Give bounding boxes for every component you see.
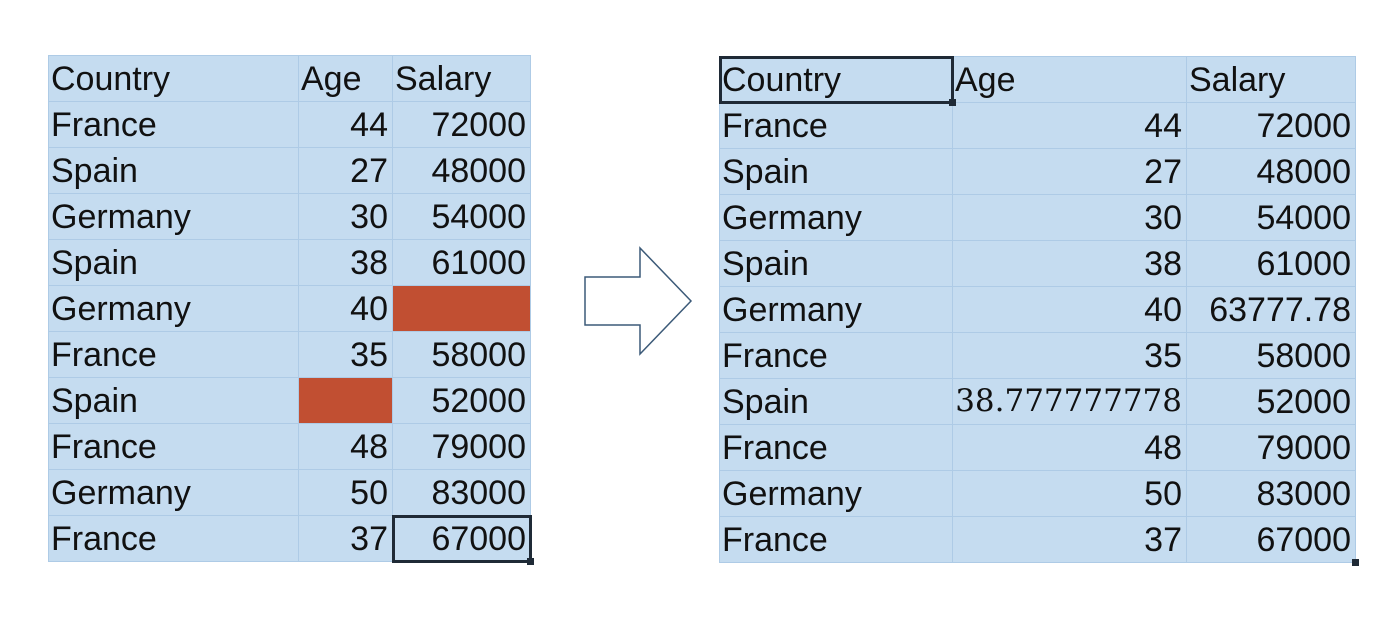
country-cell[interactable]: Germany — [48, 193, 299, 240]
right-table-imputed-values: Country Age Salary France 44 72000 Spain 27 4800… — [718, 55, 1360, 567]
table-row: Spain 52000 — [48, 377, 531, 424]
country-cell[interactable]: France — [48, 515, 299, 562]
table-row: Germany 30 54000 — [48, 193, 531, 240]
table-row: Spain 38 61000 — [48, 239, 531, 286]
salary-cell[interactable]: 52000 — [1186, 378, 1356, 425]
table-row: France 35 58000 — [48, 331, 531, 378]
table-row: France 48 79000 — [48, 423, 531, 470]
salary-cell[interactable]: 61000 — [392, 239, 531, 286]
age-cell[interactable]: 40 — [298, 285, 393, 332]
table-row: Germany 40 — [48, 285, 531, 332]
age-cell[interactable]: 27 — [298, 147, 393, 194]
country-cell[interactable]: France — [48, 423, 299, 470]
country-cell[interactable]: Spain — [719, 148, 953, 195]
header-cell-age[interactable]: Age — [952, 56, 1187, 103]
age-cell[interactable]: 44 — [298, 101, 393, 148]
salary-cell[interactable]: 63777.78 — [1186, 286, 1356, 333]
table-row: Spain 38 61000 — [719, 240, 1356, 287]
table-row: France 37 67000 — [48, 514, 535, 566]
country-cell[interactable]: France — [719, 102, 953, 149]
table-row: France 44 72000 — [719, 102, 1356, 149]
country-cell[interactable]: France — [719, 424, 953, 471]
country-cell[interactable]: Germany — [719, 286, 953, 333]
table-row: France 48 79000 — [719, 424, 1356, 471]
header-cell-age[interactable]: Age — [298, 55, 393, 102]
header-cell-country[interactable]: Country — [718, 55, 957, 107]
age-cell[interactable]: 30 — [952, 194, 1187, 241]
age-cell[interactable]: 38 — [298, 239, 393, 286]
age-cell[interactable]: 35 — [952, 332, 1187, 379]
country-cell[interactable]: Germany — [48, 469, 299, 516]
age-cell[interactable]: 38.777777778 — [952, 378, 1187, 425]
age-cell[interactable]: 35 — [298, 331, 393, 378]
age-cell[interactable]: 37 — [298, 515, 393, 562]
table-row: Spain 38.777777778 52000 — [719, 378, 1356, 425]
table-row: Germany 30 54000 — [719, 194, 1356, 241]
country-cell[interactable]: Spain — [48, 377, 299, 424]
age-cell[interactable]: 30 — [298, 193, 393, 240]
salary-cell[interactable]: 58000 — [392, 331, 531, 378]
country-cell[interactable]: Spain — [48, 239, 299, 286]
age-cell[interactable]: 37 — [952, 516, 1187, 563]
header-cell-salary[interactable]: Salary — [392, 55, 531, 102]
header-cell-country[interactable]: Country — [48, 55, 299, 102]
age-cell[interactable]: 44 — [952, 102, 1187, 149]
salary-cell[interactable]: 79000 — [392, 423, 531, 470]
header-row: Country Age Salary — [718, 55, 1356, 107]
salary-cell[interactable]: 58000 — [1186, 332, 1356, 379]
age-cell[interactable]: 48 — [298, 423, 393, 470]
salary-cell[interactable]: 72000 — [1186, 102, 1356, 149]
missing-salary-cell[interactable] — [392, 285, 531, 332]
salary-cell[interactable]: 52000 — [392, 377, 531, 424]
salary-cell[interactable]: 61000 — [1186, 240, 1356, 287]
country-cell[interactable]: France — [719, 332, 953, 379]
salary-cell[interactable]: 54000 — [392, 193, 531, 240]
table-row: Germany 50 83000 — [48, 469, 531, 516]
salary-cell[interactable]: 48000 — [1186, 148, 1356, 195]
table-row: France 37 67000 — [719, 516, 1360, 567]
table-row: Spain 27 48000 — [48, 147, 531, 194]
country-cell[interactable]: Germany — [48, 285, 299, 332]
age-cell[interactable]: 50 — [298, 469, 393, 516]
age-cell[interactable]: 40 — [952, 286, 1187, 333]
salary-cell[interactable]: 67000 — [1186, 516, 1360, 567]
age-cell[interactable]: 48 — [952, 424, 1187, 471]
table-row: Germany 50 83000 — [719, 470, 1356, 517]
country-cell[interactable]: Germany — [719, 470, 953, 517]
salary-cell[interactable]: 54000 — [1186, 194, 1356, 241]
salary-cell[interactable]: 67000 — [391, 514, 535, 566]
salary-cell[interactable]: 83000 — [1186, 470, 1356, 517]
table-row: Spain 27 48000 — [719, 148, 1356, 195]
country-cell[interactable]: France — [48, 331, 299, 378]
header-row: Country Age Salary — [48, 55, 531, 102]
table-row: Germany 40 63777.78 — [719, 286, 1356, 333]
salary-cell[interactable]: 72000 — [392, 101, 531, 148]
missing-age-cell[interactable] — [298, 377, 393, 424]
age-cell[interactable]: 50 — [952, 470, 1187, 517]
salary-cell[interactable]: 48000 — [392, 147, 531, 194]
salary-cell[interactable]: 83000 — [392, 469, 531, 516]
header-cell-salary[interactable]: Salary — [1186, 56, 1356, 103]
right-arrow-outline-icon — [584, 246, 693, 356]
age-cell[interactable]: 38 — [952, 240, 1187, 287]
table-row: France 35 58000 — [719, 332, 1356, 379]
country-cell[interactable]: Spain — [48, 147, 299, 194]
age-cell[interactable]: 27 — [952, 148, 1187, 195]
table-row: France 44 72000 — [48, 101, 531, 148]
country-cell[interactable]: France — [48, 101, 299, 148]
country-cell[interactable]: Spain — [719, 240, 953, 287]
country-cell[interactable]: France — [719, 516, 953, 563]
country-cell[interactable]: Spain — [719, 378, 953, 425]
salary-cell[interactable]: 79000 — [1186, 424, 1356, 471]
country-cell[interactable]: Germany — [719, 194, 953, 241]
left-table-with-missing-values: Country Age Salary France 44 72000 Spain 27 4800… — [48, 55, 535, 566]
